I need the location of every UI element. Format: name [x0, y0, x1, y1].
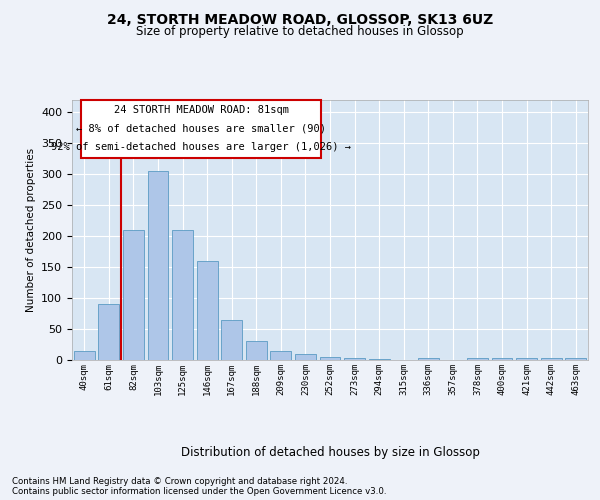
Bar — [541, 358, 562, 360]
Bar — [74, 352, 95, 360]
Bar — [172, 230, 193, 360]
Text: 24 STORTH MEADOW ROAD: 81sqm: 24 STORTH MEADOW ROAD: 81sqm — [113, 106, 289, 116]
Bar — [565, 358, 586, 360]
Bar — [295, 354, 316, 360]
Text: Size of property relative to detached houses in Glossop: Size of property relative to detached ho… — [136, 25, 464, 38]
Text: 92% of semi-detached houses are larger (1,026) →: 92% of semi-detached houses are larger (… — [51, 142, 351, 152]
Text: 24, STORTH MEADOW ROAD, GLOSSOP, SK13 6UZ: 24, STORTH MEADOW ROAD, GLOSSOP, SK13 6U… — [107, 12, 493, 26]
Text: Contains public sector information licensed under the Open Government Licence v3: Contains public sector information licen… — [12, 486, 386, 496]
Bar — [221, 320, 242, 360]
Bar — [418, 358, 439, 360]
Bar — [271, 350, 292, 360]
Bar — [98, 304, 119, 360]
Bar — [197, 261, 218, 360]
Text: Contains HM Land Registry data © Crown copyright and database right 2024.: Contains HM Land Registry data © Crown c… — [12, 476, 347, 486]
Bar — [491, 358, 512, 360]
Bar — [123, 230, 144, 360]
Bar — [467, 358, 488, 360]
Bar — [148, 171, 169, 360]
Text: Distribution of detached houses by size in Glossop: Distribution of detached houses by size … — [181, 446, 479, 459]
Bar — [320, 357, 340, 360]
Text: ← 8% of detached houses are smaller (90): ← 8% of detached houses are smaller (90) — [76, 124, 326, 134]
Y-axis label: Number of detached properties: Number of detached properties — [26, 148, 35, 312]
Bar — [344, 358, 365, 360]
Bar — [246, 342, 267, 360]
Bar — [516, 358, 537, 360]
